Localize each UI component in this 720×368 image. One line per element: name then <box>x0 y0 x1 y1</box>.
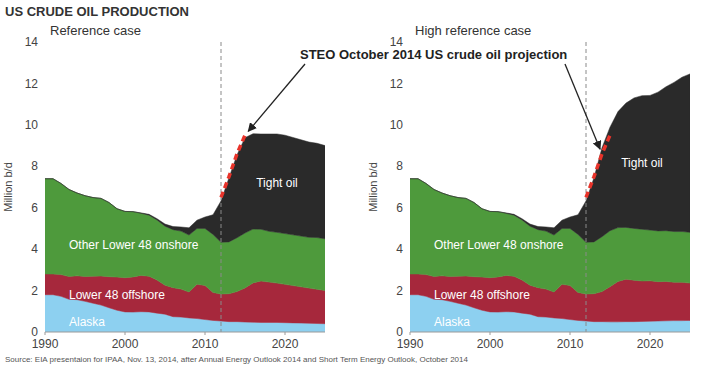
x-tick <box>205 332 206 335</box>
x-axis-line <box>410 332 690 333</box>
y-tick-label: 12 <box>390 77 404 91</box>
plot-area <box>45 42 325 332</box>
x-tick-label: 2020 <box>272 337 299 351</box>
y-tick-label: 12 <box>25 77 39 91</box>
reference-line <box>221 42 222 332</box>
y-tick-label: 2 <box>396 284 403 298</box>
x-tick-label: 2000 <box>112 337 139 351</box>
y-tick-label: 14 <box>25 35 39 49</box>
y-axis-label: Million b/d <box>367 162 379 212</box>
series-label: Tight oil <box>256 176 298 190</box>
y-tick-label: 6 <box>31 201 38 215</box>
series-label: Alaska <box>69 315 105 329</box>
x-axis-line <box>45 332 325 333</box>
annotation-arrow <box>565 64 600 149</box>
x-tick <box>570 332 571 335</box>
y-tick-label: 2 <box>31 284 38 298</box>
y-axis-label: Million b/d <box>2 162 14 212</box>
x-tick <box>650 332 651 335</box>
area-3 <box>410 74 690 242</box>
series-label: Lower 48 offshore <box>69 288 165 302</box>
chart-title: Reference case <box>50 23 141 38</box>
area-3 <box>45 134 325 243</box>
chart-1: High reference case Alaska Lower 48 offsho… <box>367 23 690 351</box>
reference-line <box>586 42 587 332</box>
y-tick-label: 0 <box>31 325 38 339</box>
series-label: Other Lower 48 onshore <box>434 238 564 252</box>
series-label: Alaska <box>434 315 470 329</box>
y-tick-label: 0 <box>396 325 403 339</box>
y-tick-label: 8 <box>396 159 403 173</box>
x-tick-label: 2010 <box>557 337 584 351</box>
series-label: Lower 48 offshore <box>434 288 530 302</box>
x-tick <box>490 332 491 335</box>
chart-root: US CRUDE OIL PRODUCTION Reference case Ala… <box>0 0 720 368</box>
y-tick-label: 10 <box>25 118 39 132</box>
y-tick-label: 4 <box>396 242 403 256</box>
y-tick-label: 4 <box>31 242 38 256</box>
plot-area <box>410 42 690 332</box>
x-tick-label: 2010 <box>192 337 219 351</box>
y-tick-label: 6 <box>396 201 403 215</box>
main-title: US CRUDE OIL PRODUCTION <box>5 4 189 19</box>
annotation-arrow <box>248 64 305 131</box>
annotation: STEO October 2014 US crude oil projectio… <box>300 47 567 62</box>
x-tick <box>45 332 46 335</box>
x-tick <box>125 332 126 335</box>
x-tick-label: 2000 <box>477 337 504 351</box>
x-tick <box>285 332 286 335</box>
series-label: Other Lower 48 onshore <box>69 238 199 252</box>
series-label: Tight oil <box>621 156 663 170</box>
y-tick-label: 8 <box>31 159 38 173</box>
chart-title: High reference case <box>415 23 531 38</box>
x-tick <box>410 332 411 335</box>
projection-line <box>221 135 245 197</box>
source: Source: EIA presentaion for IPAA, Nov. 1… <box>5 355 468 364</box>
x-tick-label: 2020 <box>637 337 664 351</box>
y-tick-label: 10 <box>390 118 404 132</box>
chart-0: Reference case Alaska Lower 48 offshore Oth… <box>2 23 325 351</box>
